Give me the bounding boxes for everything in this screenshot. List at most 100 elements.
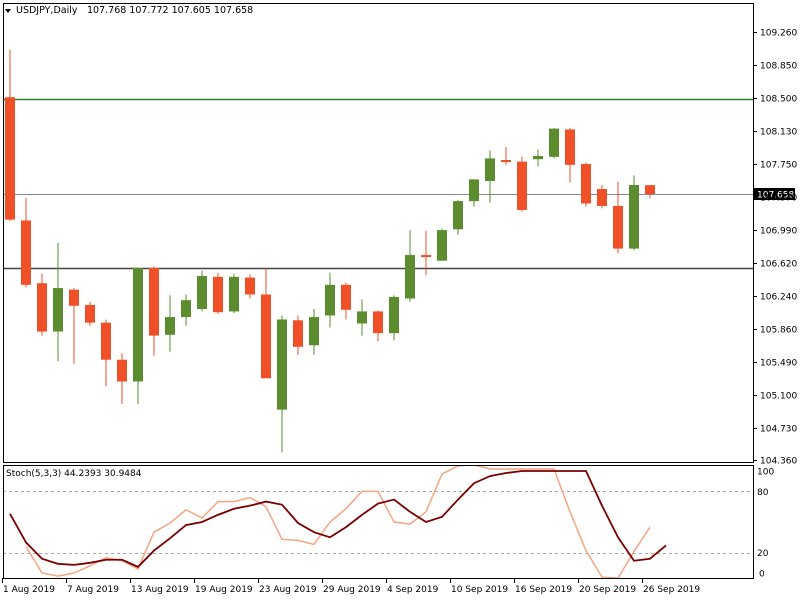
candle xyxy=(357,299,367,336)
candle xyxy=(197,270,207,312)
candle xyxy=(597,184,607,209)
y-tick-label: 105.100 xyxy=(760,392,797,402)
candle-body xyxy=(37,283,47,332)
candle-body xyxy=(293,320,303,347)
candle xyxy=(21,197,31,288)
candle-body xyxy=(405,255,415,299)
candle-body xyxy=(101,322,111,360)
candle-body xyxy=(389,296,399,334)
stoch-level-label: 100 xyxy=(757,468,774,478)
stoch-signal-line xyxy=(25,465,651,578)
x-tick-label: 26 Sep 2019 xyxy=(643,585,700,595)
candle-body xyxy=(437,230,447,261)
candle xyxy=(453,200,463,235)
y-tick-label: 108.500 xyxy=(760,95,797,105)
candle-body xyxy=(549,128,559,157)
candle-body xyxy=(597,189,607,206)
stoch-level-label: 20 xyxy=(757,549,769,559)
candle-body xyxy=(533,156,543,160)
x-tick-label: 29 Aug 2019 xyxy=(323,585,381,595)
candle-body xyxy=(645,185,655,195)
candle xyxy=(565,127,575,183)
candle xyxy=(469,179,479,207)
candle xyxy=(53,242,63,362)
candle xyxy=(85,301,95,326)
main-panel-frame xyxy=(3,3,754,463)
candle-body xyxy=(613,205,623,249)
candle-body xyxy=(501,160,511,163)
candle-body xyxy=(357,311,367,324)
candle xyxy=(517,156,527,212)
current-price-label: 107.658 xyxy=(757,191,794,201)
ohlc-values: 107.768 107.772 107.605 107.658 xyxy=(87,5,253,16)
candle xyxy=(373,310,383,342)
candle xyxy=(549,127,559,159)
candle-body xyxy=(453,201,463,230)
candle-body xyxy=(421,255,431,258)
candle-body xyxy=(149,267,159,336)
candle-body xyxy=(309,317,319,346)
candle xyxy=(581,162,591,207)
candle xyxy=(421,230,431,276)
candle-body xyxy=(53,288,63,332)
menu-triangle-icon[interactable] xyxy=(5,9,11,13)
candle xyxy=(341,282,351,320)
candle-body xyxy=(133,267,143,382)
x-tick-label: 20 Sep 2019 xyxy=(579,585,636,595)
candle-body xyxy=(197,275,207,309)
candle xyxy=(165,295,175,352)
candle xyxy=(293,315,303,355)
candle-body xyxy=(229,276,239,312)
stoch-panel-frame xyxy=(3,465,754,579)
candle-body xyxy=(565,129,575,165)
candle xyxy=(325,272,335,328)
x-tick-label: 13 Aug 2019 xyxy=(131,585,189,595)
stoch-level-label: 80 xyxy=(757,488,769,498)
x-tick-label: 4 Sep 2019 xyxy=(387,585,439,595)
x-tick-label: 7 Aug 2019 xyxy=(67,585,119,595)
candle xyxy=(37,273,47,336)
candle-body xyxy=(261,294,271,379)
candle xyxy=(245,274,255,299)
candle xyxy=(101,319,111,387)
candle xyxy=(485,150,495,203)
candle-body xyxy=(181,300,191,318)
y-tick-label: 104.360 xyxy=(760,457,797,467)
current-price-badge xyxy=(753,188,795,201)
y-tick-label: 108.850 xyxy=(760,62,797,72)
candle-body xyxy=(277,319,287,410)
candle xyxy=(133,267,143,405)
candle xyxy=(613,181,623,254)
x-tick-label: 1 Aug 2019 xyxy=(3,585,55,595)
y-tick-label: 107.750 xyxy=(760,161,797,171)
stoch-label: Stoch(5,3,3) 44.2393 30.9484 xyxy=(6,469,142,479)
y-tick-label: 108.130 xyxy=(760,128,797,138)
candle xyxy=(213,272,223,314)
candle xyxy=(533,149,543,167)
y-tick-label: 106.990 xyxy=(760,227,797,237)
candle xyxy=(389,295,399,341)
stoch-main-line xyxy=(9,470,667,568)
candle xyxy=(645,184,655,199)
y-tick-label: 104.730 xyxy=(760,425,797,435)
candle xyxy=(149,266,159,356)
candle-body xyxy=(325,284,335,316)
candle xyxy=(629,175,639,251)
candle xyxy=(501,147,511,165)
x-tick-label: 19 Aug 2019 xyxy=(195,585,253,595)
x-tick-label: 16 Sep 2019 xyxy=(515,585,572,595)
candle-body xyxy=(341,284,351,310)
candle xyxy=(181,294,191,326)
symbol-label: USDJPY,Daily xyxy=(16,5,78,16)
candle xyxy=(261,267,271,379)
candle-body xyxy=(69,289,79,306)
candle-body xyxy=(117,359,127,382)
candle xyxy=(69,288,79,364)
candle-body xyxy=(581,164,591,204)
candle-body xyxy=(165,317,175,335)
candle-body xyxy=(469,179,479,202)
y-tick-label: 106.620 xyxy=(760,260,797,270)
candle-body xyxy=(373,311,383,334)
